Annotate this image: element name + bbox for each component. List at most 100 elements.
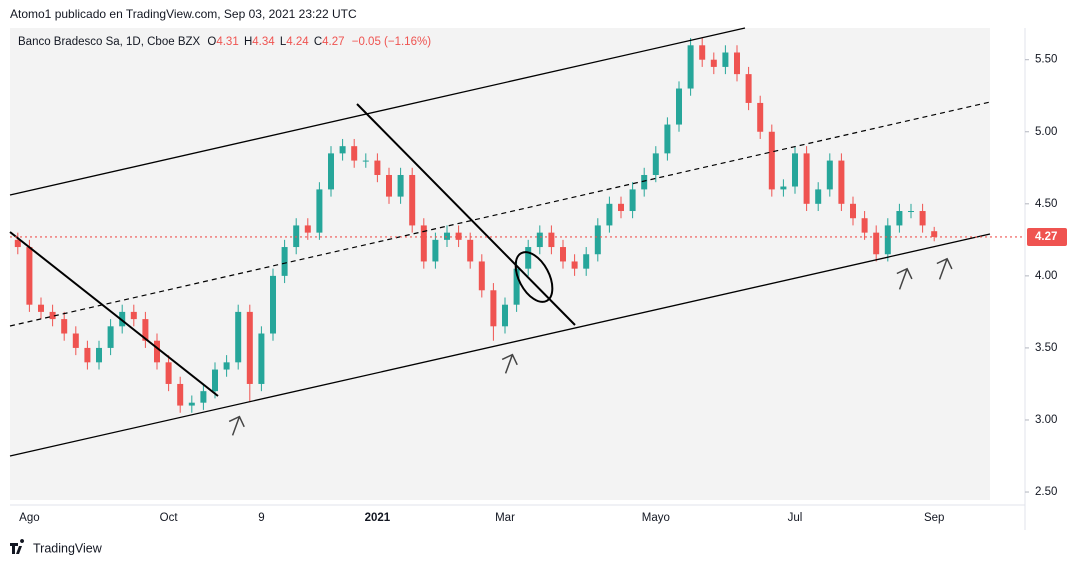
- candle-body: [444, 232, 450, 240]
- ohlc-label: H: [244, 36, 252, 48]
- author-line: Atomo1 publicado en TradingView.com, Sep…: [10, 7, 357, 21]
- candle-body: [14, 239, 21, 248]
- trendline: [9, 231, 219, 397]
- candle-body: [61, 319, 68, 334]
- y-tick-label: 5.00: [1035, 126, 1057, 138]
- brand-logo: [10, 539, 25, 554]
- x-tick-label: 2021: [365, 512, 391, 524]
- candle-body: [594, 225, 601, 255]
- candle-body: [478, 261, 485, 291]
- candle-body: [281, 247, 288, 276]
- candle-body: [745, 74, 752, 103]
- channel-lower: [9, 233, 991, 457]
- candle-body: [374, 160, 381, 175]
- y-tick-label: 2.50: [1035, 486, 1057, 498]
- y-tick-label: 3.50: [1035, 342, 1057, 354]
- arrow: [896, 267, 913, 290]
- x-tick-label: Mar: [495, 512, 515, 524]
- candle-body: [188, 402, 195, 406]
- ohlc-value: 4.27: [322, 36, 344, 48]
- ohlc-label: C: [314, 36, 322, 48]
- candle-body: [258, 333, 265, 384]
- candle-body: [328, 153, 334, 190]
- y-tick-label: 4.00: [1035, 270, 1057, 282]
- candle-body: [235, 311, 242, 363]
- arrow: [228, 415, 245, 436]
- candle-body: [409, 174, 416, 226]
- trendline: [356, 103, 576, 326]
- candle-body: [386, 174, 392, 197]
- x-tick-label: Sep: [924, 512, 944, 524]
- candle-body: [130, 311, 137, 320]
- ohlc-value: 4.24: [286, 36, 309, 48]
- candle-body: [861, 218, 868, 233]
- candle-body: [200, 391, 207, 403]
- legend: Banco Bradesco Sa, 1D, Cboe BZX O4.31 H4…: [18, 36, 431, 48]
- candle-body: [397, 174, 404, 197]
- x-tick-label: Ago: [19, 512, 39, 524]
- candle-body: [618, 203, 624, 212]
- channel-upper: [9, 27, 746, 196]
- candle-body: [84, 347, 91, 363]
- ohlc-label: O: [207, 36, 216, 48]
- candle-body: [536, 232, 543, 248]
- ohlc-value: 4.31: [216, 36, 238, 48]
- candle-body: [270, 275, 276, 334]
- candle-body: [304, 225, 311, 233]
- candle-body: [803, 153, 810, 204]
- candle-body: [142, 319, 149, 341]
- change: −0.05 (−1.16%): [352, 36, 431, 48]
- candle-body: [525, 247, 532, 269]
- candle-body: [884, 225, 891, 255]
- last-price-box: [1027, 227, 1067, 246]
- x-tick-label: Oct: [160, 512, 179, 524]
- candle-body: [362, 160, 369, 162]
- x-tick-label: Jul: [788, 512, 803, 524]
- candle-body: [838, 160, 845, 204]
- y-tick-label: 5.50: [1035, 54, 1057, 66]
- ohlc-value: 4.34: [252, 36, 275, 48]
- symbol-title: Banco Bradesco Sa, 1D, Cboe BZX: [18, 36, 201, 48]
- candle-body: [699, 45, 706, 60]
- candle-body: [490, 290, 497, 327]
- candle-body: [780, 186, 787, 190]
- candle-body: [931, 231, 938, 237]
- brand: TradingView: [10, 539, 103, 555]
- candle-body: [571, 261, 578, 269]
- candle-body: [687, 45, 694, 89]
- candle-body: [652, 153, 659, 175]
- candle-body: [896, 211, 903, 226]
- candle-body: [606, 203, 613, 226]
- candle-body: [850, 203, 856, 219]
- candle-body: [629, 189, 636, 212]
- candle-body: [38, 304, 44, 312]
- candle-body: [548, 232, 555, 248]
- candle-body: [107, 326, 114, 348]
- candle-body: [583, 254, 590, 269]
- ohlc-label: L: [280, 36, 287, 48]
- y-tick-label: 4.50: [1035, 198, 1057, 210]
- candle-body: [768, 131, 775, 190]
- candle-body: [734, 52, 740, 75]
- candle-body: [908, 211, 914, 213]
- candle-body: [513, 268, 520, 305]
- candle-body: [757, 102, 764, 132]
- arrow: [936, 257, 953, 280]
- x-tick-label: 9: [258, 512, 264, 524]
- candle-body: [223, 362, 230, 370]
- candle-body: [49, 311, 56, 320]
- candle-body: [919, 211, 926, 226]
- channel-area: [10, 28, 990, 500]
- candles: [14, 38, 938, 413]
- candle-body: [316, 189, 323, 233]
- candle-body: [420, 225, 427, 262]
- candle-body: [119, 311, 126, 327]
- candle-body: [710, 59, 717, 67]
- candle-body: [212, 369, 218, 392]
- candle-body: [154, 340, 160, 363]
- candle-body: [26, 247, 33, 305]
- drawings: [9, 27, 991, 457]
- candle-body: [432, 239, 439, 262]
- y-tick-label: 3.00: [1035, 414, 1057, 426]
